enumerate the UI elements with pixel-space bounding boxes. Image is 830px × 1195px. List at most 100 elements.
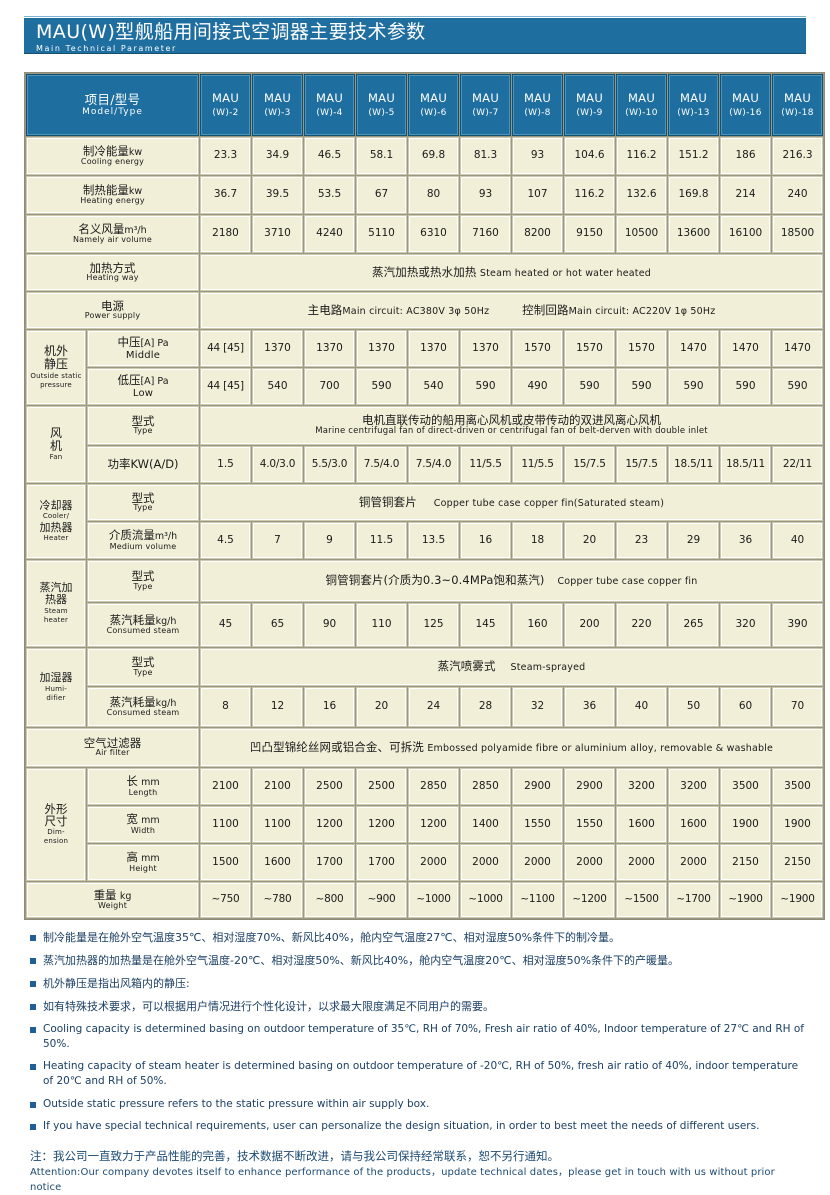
- row-label-steam-consumed: 蒸汽耗量kg/h Consumed steam: [87, 603, 200, 647]
- cell-weight-9: ~1700: [668, 882, 720, 918]
- cell-length-3: 2500: [356, 768, 408, 805]
- cell-humidifier-consumed-8: 40: [616, 687, 668, 727]
- bullet-square-icon: [30, 1003, 36, 1010]
- table-row-height: 高 mm Height 1500 1600 1700 1700 2000 200…: [26, 844, 824, 881]
- row-label-air-filter: 空气过滤器 Air filter: [26, 728, 200, 767]
- header-model-5: MAU (W)-7: [460, 74, 512, 136]
- row-label-width: 宽 mm Width: [87, 806, 200, 843]
- cell-cooling-9: 151.2: [668, 137, 720, 175]
- cell-fan-power-6: 11/5.5: [512, 446, 564, 483]
- cell-steam-consumed-4: 125: [408, 603, 460, 647]
- cell-pressure-middle-4: 1370: [408, 330, 460, 367]
- bullet-square-icon: [30, 1101, 36, 1108]
- cell-height-10: 2150: [720, 844, 772, 881]
- cell-pressure-low-7: 590: [564, 368, 616, 405]
- page-title-banner: MAU(W)型舰船用间接式空调器主要技术参数 Main Technical Pa…: [24, 16, 806, 54]
- row-label-length: 长 mm Length: [87, 768, 200, 805]
- cell-length-9: 3200: [668, 768, 720, 805]
- page-title-cn: MAU(W)型舰船用间接式空调器主要技术参数: [36, 21, 426, 43]
- cell-medium-volume-4: 13.5: [408, 522, 460, 559]
- cell-steam-consumed-5: 145: [460, 603, 512, 647]
- header-model-10: MAU (W)-16: [720, 74, 772, 136]
- cell-humidifier-consumed-6: 32: [512, 687, 564, 727]
- cell-humidifier-consumed-4: 24: [408, 687, 460, 727]
- row-label-fan-power: 功率KW(A/D): [87, 446, 200, 483]
- cell-cooling-4: 69.8: [408, 137, 460, 175]
- cell-airvolume-3: 5110: [356, 215, 408, 253]
- cell-medium-volume-3: 11.5: [356, 522, 408, 559]
- cell-weight-10: ~1900: [720, 882, 772, 918]
- cell-pressure-low-11: 590: [772, 368, 824, 405]
- cell-height-11: 2150: [772, 844, 824, 881]
- cell-heating-1: 39.5: [252, 176, 304, 214]
- cell-width-5: 1400: [460, 806, 512, 843]
- cell-medium-volume-10: 36: [720, 522, 772, 559]
- cell-width-3: 1200: [356, 806, 408, 843]
- cell-heating-way-value: 蒸汽加热或热水加热 Steam heated or hot water heat…: [200, 254, 824, 291]
- cell-width-4: 1200: [408, 806, 460, 843]
- table-row-pressure-low: 低压[A] Pa Low 44 [45] 540 700 590 540 590…: [26, 368, 824, 405]
- cell-pressure-low-9: 590: [668, 368, 720, 405]
- cell-weight-3: ~900: [356, 882, 408, 918]
- cell-airvolume-4: 6310: [408, 215, 460, 253]
- row-label-heating-way: 加热方式 Heating way: [26, 254, 200, 291]
- cell-medium-volume-1: 7: [252, 522, 304, 559]
- cell-steam-heater-type-value: 铜管铜套片(介质为0.3~0.4MPa饱和蒸汽) Copper tube cas…: [200, 560, 824, 602]
- cell-fan-power-4: 7.5/4.0: [408, 446, 460, 483]
- table-header-row: 项目/型号 Model/Type MAU (W)-2 MAU (W)-3 MAU (W…: [26, 74, 824, 136]
- cell-medium-volume-7: 20: [564, 522, 616, 559]
- header-model-8: MAU (W)-10: [616, 74, 668, 136]
- cell-pressure-middle-5: 1370: [460, 330, 512, 367]
- cell-height-7: 2000: [564, 844, 616, 881]
- bullet-square-icon: [30, 1064, 36, 1071]
- cell-weight-4: ~1000: [408, 882, 460, 918]
- table-row-fan-power: 功率KW(A/D) 1.5 4.0/3.0 5.5/3.0 7.5/4.0 7.…: [26, 446, 824, 483]
- cell-weight-8: ~1500: [616, 882, 668, 918]
- cell-pressure-low-6: 490: [512, 368, 564, 405]
- cell-medium-volume-5: 16: [460, 522, 512, 559]
- page-title-en: Main Technical Parameter: [36, 44, 177, 53]
- attention-block: 注：我公司一直致力于产品性能的完善，技术数据不断改进，请与我公司保持经常联系，恕…: [30, 1148, 806, 1195]
- header-model-4: MAU (W)-6: [408, 74, 460, 136]
- cell-width-10: 1900: [720, 806, 772, 843]
- header-model-0: MAU (W)-2: [200, 74, 252, 136]
- table-row-steam-heater-type: 蒸汽加 热器 Steam heater 型式 Type 铜管铜套片(介质为0.3…: [26, 560, 824, 647]
- cell-steam-consumed-0: 45: [200, 603, 252, 647]
- cell-pressure-middle-9: 1470: [668, 330, 720, 367]
- cell-cooling-6: 93: [512, 137, 564, 175]
- table-row-pressure-middle: 机外 静压 Outside static pressure 中压[A] Pa M…: [26, 330, 824, 405]
- cell-weight-11: ~1900: [772, 882, 824, 918]
- table-row-humidifier-consumed: 蒸汽耗量kg/h Consumed steam 8 12 16 20 24 28…: [26, 687, 824, 727]
- cell-pressure-middle-2: 1370: [304, 330, 356, 367]
- cell-humidifier-consumed-7: 36: [564, 687, 616, 727]
- row-label-weight: 重量 kg Weight: [26, 882, 200, 918]
- cell-width-7: 1550: [564, 806, 616, 843]
- cell-airvolume-2: 4240: [304, 215, 356, 253]
- table-row-humidifier-type: 加湿器 Humi- difier 型式 Type 蒸汽喷雾式 Steam-spr…: [26, 648, 824, 727]
- table-row-medium-volume: 介质流量m³/h Medium volume 4.5 7 9 11.5 13.5…: [26, 522, 824, 559]
- cell-pressure-low-10: 590: [720, 368, 772, 405]
- cell-heating-8: 132.6: [616, 176, 668, 214]
- cell-pressure-low-4: 540: [408, 368, 460, 405]
- cell-weight-6: ~1100: [512, 882, 564, 918]
- attention-en: Attention:Our company devotes itself to …: [30, 1167, 775, 1194]
- cell-airvolume-7: 9150: [564, 215, 616, 253]
- table-row-power-supply: 电源 Power supply 主电路Main circuit: AC380V …: [26, 292, 824, 329]
- cell-cooling-2: 46.5: [304, 137, 356, 175]
- note-item: Cooling capacity is determined basing on…: [30, 1022, 806, 1052]
- cell-steam-consumed-7: 200: [564, 603, 616, 647]
- cell-weight-7: ~1200: [564, 882, 616, 918]
- cell-length-10: 3500: [720, 768, 772, 805]
- group-label-dimension: 外形 尺寸 Dim- ension: [26, 768, 86, 881]
- group-label-static-pressure: 机外 静压 Outside static pressure: [26, 330, 86, 405]
- header-model-11: MAU (W)-18: [772, 74, 824, 136]
- header-model-3: MAU (W)-5: [356, 74, 408, 136]
- cell-heating-4: 80: [408, 176, 460, 214]
- cell-height-8: 2000: [616, 844, 668, 881]
- table-row-fan-type: 风 机 Fan 型式 Type 电机直联传动的船用离心风机或皮带传动的双进风离心…: [26, 406, 824, 483]
- table-row-cooling: 制冷能量kw Cooling energy 23.3 34.9 46.5 58.…: [26, 137, 824, 175]
- cell-pressure-low-1: 540: [252, 368, 304, 405]
- cell-humidifier-type-value: 蒸汽喷雾式 Steam-sprayed: [200, 648, 824, 686]
- cell-airvolume-0: 2180: [200, 215, 252, 253]
- cell-length-11: 3500: [772, 768, 824, 805]
